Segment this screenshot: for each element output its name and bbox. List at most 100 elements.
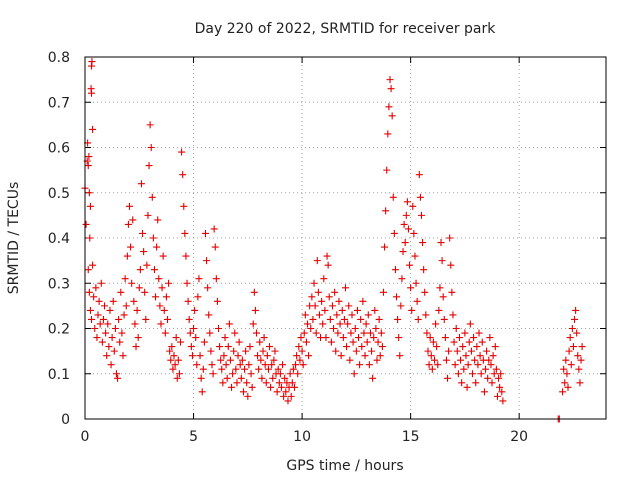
data-point — [572, 306, 580, 314]
data-point — [262, 379, 270, 387]
data-point — [335, 297, 343, 305]
data-point — [101, 302, 109, 310]
data-point — [467, 347, 475, 355]
data-point — [141, 288, 149, 296]
data-point — [147, 144, 155, 151]
data-point — [160, 306, 168, 314]
data-point — [199, 365, 207, 373]
data-point — [173, 374, 181, 382]
data-point — [114, 374, 122, 382]
data-point — [224, 343, 232, 351]
data-point — [459, 343, 467, 351]
data-point — [563, 370, 571, 378]
x-tick-label: 0 — [81, 429, 90, 445]
data-point — [320, 275, 328, 283]
data-point — [135, 284, 143, 292]
data-point — [209, 370, 217, 378]
data-point — [403, 198, 411, 206]
y-tick-label: 0.2 — [48, 322, 70, 338]
data-point — [437, 239, 445, 247]
data-point — [353, 306, 361, 314]
data-point — [564, 383, 572, 391]
data-point — [490, 370, 498, 378]
data-point — [92, 284, 100, 292]
data-point — [185, 315, 193, 323]
data-point — [330, 325, 338, 332]
data-point — [111, 325, 119, 332]
data-point — [143, 261, 151, 269]
data-point — [376, 352, 384, 360]
data-point — [186, 329, 194, 337]
data-point — [371, 306, 379, 314]
data-point — [271, 347, 279, 355]
data-point — [491, 343, 499, 351]
data-point — [286, 370, 294, 378]
data-point — [379, 288, 387, 296]
data-point — [161, 329, 169, 337]
data-point — [197, 374, 205, 382]
data-point — [310, 279, 318, 287]
data-point — [355, 334, 363, 342]
data-point — [238, 356, 246, 364]
data-point — [248, 383, 256, 391]
data-point — [346, 356, 354, 364]
data-point — [105, 343, 113, 351]
data-point — [447, 261, 455, 269]
data-point — [281, 374, 289, 382]
data-point — [258, 374, 266, 382]
data-point — [326, 315, 334, 323]
data-point — [204, 284, 212, 292]
data-point — [228, 383, 236, 391]
data-point — [295, 343, 303, 351]
data-point — [363, 338, 371, 346]
data-point — [384, 130, 392, 138]
data-point — [175, 370, 183, 378]
data-point — [305, 352, 313, 360]
data-point — [433, 343, 441, 351]
data-point — [450, 338, 458, 346]
data-point — [483, 347, 491, 355]
data-point — [117, 288, 125, 296]
data-point — [84, 266, 92, 274]
data-point — [345, 302, 353, 310]
data-point — [169, 365, 177, 373]
data-point — [84, 162, 92, 170]
data-point — [560, 365, 568, 373]
data-point — [152, 293, 160, 301]
data-point — [307, 325, 315, 332]
data-point — [386, 76, 394, 84]
data-point — [299, 361, 307, 369]
data-point — [148, 193, 156, 201]
data-point — [144, 211, 152, 219]
data-point — [233, 379, 241, 387]
data-point — [344, 320, 352, 328]
data-point — [241, 365, 249, 373]
data-point — [230, 347, 238, 355]
data-point — [308, 293, 316, 301]
data-point — [484, 374, 492, 382]
data-point — [439, 293, 447, 301]
data-point — [417, 211, 425, 219]
data-point — [237, 374, 245, 382]
data-point — [102, 329, 110, 337]
data-point — [121, 275, 129, 283]
data-point — [372, 325, 380, 332]
data-point — [476, 352, 484, 360]
data-point — [88, 315, 96, 323]
data-point — [444, 374, 452, 382]
data-point — [205, 311, 213, 319]
data-point — [487, 361, 495, 369]
data-point — [375, 315, 383, 323]
data-point — [412, 279, 420, 287]
data-point — [180, 202, 188, 210]
data-point — [325, 293, 333, 301]
data-point — [425, 361, 433, 369]
data-point — [110, 347, 118, 355]
data-point — [391, 266, 399, 274]
data-point — [485, 356, 493, 364]
data-point — [222, 361, 230, 369]
data-point — [234, 352, 242, 360]
data-point — [411, 252, 419, 260]
data-point — [254, 352, 262, 360]
data-point — [396, 352, 404, 360]
